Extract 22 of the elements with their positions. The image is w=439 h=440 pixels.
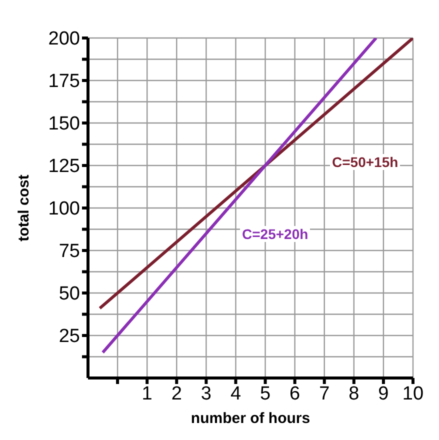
y-tick-label: 200	[48, 28, 80, 50]
y-tick-label: 50	[58, 284, 80, 305]
y-axis-title: total cost	[15, 174, 32, 242]
y-tick-label: 175	[48, 71, 80, 92]
x-tick-label: 2	[171, 383, 182, 404]
x-tick-label: 4	[230, 383, 242, 404]
y-tick-label: 150	[48, 114, 80, 135]
annotation: C=50+15h	[330, 154, 400, 170]
y-tick-label: 75	[58, 241, 80, 262]
x-tick-label: 7	[319, 383, 330, 404]
x-tick-label: 5	[260, 383, 271, 404]
x-tick-label: 3	[200, 383, 212, 404]
x-tick-label: 8	[348, 383, 360, 404]
x-tick-label: 1	[142, 383, 152, 404]
annotation: C=25+20h	[240, 226, 310, 242]
y-tick-label: 25	[58, 326, 80, 348]
x-tick-label: 10	[402, 383, 424, 404]
x-tick-label: 9	[378, 383, 389, 404]
y-tick-label: 125	[48, 156, 80, 178]
x-axis-title: number of hours	[190, 410, 310, 427]
y-tick-label: 100	[48, 198, 80, 220]
x-tick-label: 6	[290, 383, 300, 404]
